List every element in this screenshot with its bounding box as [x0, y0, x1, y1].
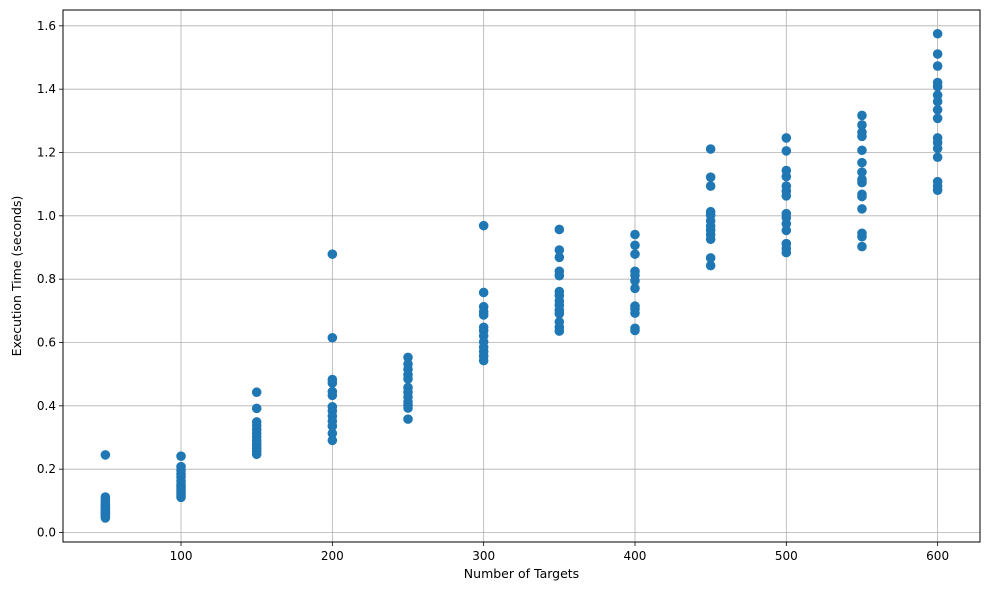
- data-point: [327, 421, 338, 431]
- data-point: [630, 229, 640, 240]
- plot-frame: [62, 9, 981, 543]
- data-point: [630, 283, 640, 294]
- y-tick-label: 1.6: [37, 19, 56, 33]
- data-point: [630, 275, 640, 286]
- data-point: [630, 249, 640, 259]
- data-point: [478, 355, 489, 366]
- y-tick-label: 0.2: [37, 462, 56, 476]
- data-point: [781, 146, 792, 156]
- data-point: [554, 326, 565, 336]
- x-tick-label: 200: [321, 549, 344, 563]
- y-tick-label: 0.0: [37, 526, 56, 540]
- data-point: [327, 249, 338, 259]
- data-point: [176, 492, 186, 503]
- y-tick-label: 1.0: [37, 209, 56, 223]
- data-point: [403, 414, 413, 424]
- x-tick-label: 600: [926, 549, 949, 563]
- data-point: [251, 403, 262, 414]
- axis-ticks: 100 200 300 400 500 600 0.0 0.2 0.4 0.6 0.8 1.0 1.2 1…: [37, 19, 949, 563]
- data-point: [857, 177, 867, 188]
- data-point: [403, 403, 413, 413]
- data-point: [478, 287, 489, 298]
- data-point: [781, 218, 792, 229]
- data-points: [100, 28, 943, 523]
- data-point: [705, 181, 716, 191]
- data-point: [857, 241, 867, 252]
- data-point: [478, 310, 489, 320]
- data-point: [554, 308, 565, 319]
- data-point: [857, 131, 867, 142]
- data-point: [857, 157, 867, 168]
- data-point: [857, 204, 867, 214]
- data-point: [327, 435, 338, 446]
- data-point: [327, 390, 338, 401]
- x-tick-label: 300: [472, 549, 495, 563]
- y-tick-label: 0.8: [37, 272, 56, 286]
- data-point: [705, 253, 716, 263]
- data-point: [705, 172, 716, 182]
- data-point: [781, 171, 792, 182]
- data-point: [327, 428, 338, 439]
- data-point: [176, 451, 186, 461]
- data-point: [705, 260, 716, 271]
- x-tick-label: 100: [170, 549, 193, 563]
- data-point: [857, 167, 867, 177]
- data-point: [932, 28, 943, 39]
- y-tick-label: 1.2: [37, 146, 56, 160]
- data-point: [932, 61, 943, 71]
- data-point: [781, 225, 792, 236]
- y-axis-label: Execution Time (seconds): [9, 196, 24, 357]
- y-tick-label: 0.4: [37, 399, 56, 413]
- data-point: [478, 220, 489, 231]
- data-point: [932, 104, 943, 115]
- data-point: [857, 231, 867, 242]
- data-point: [857, 120, 867, 130]
- data-point: [630, 308, 640, 318]
- data-point: [554, 252, 565, 263]
- data-point: [403, 374, 413, 384]
- data-point: [554, 224, 565, 235]
- data-point: [327, 332, 338, 343]
- x-tick-label: 400: [624, 549, 647, 563]
- data-point: [932, 152, 943, 163]
- data-point: [932, 96, 943, 107]
- data-point: [932, 185, 943, 195]
- x-tick-label: 500: [775, 549, 798, 563]
- data-point: [630, 240, 640, 251]
- y-tick-label: 0.6: [37, 336, 56, 350]
- data-point: [781, 191, 792, 201]
- data-point: [932, 49, 943, 59]
- data-point: [554, 270, 565, 281]
- data-point: [705, 234, 716, 245]
- data-point: [100, 513, 111, 523]
- data-point: [932, 81, 943, 92]
- x-axis-label: Number of Targets: [464, 566, 579, 581]
- data-point: [554, 245, 565, 255]
- data-point: [327, 378, 338, 388]
- data-point: [857, 145, 867, 156]
- y-tick-label: 1.4: [37, 82, 56, 96]
- data-point: [251, 387, 262, 398]
- data-point: [857, 191, 867, 202]
- data-point: [932, 143, 943, 154]
- data-point: [705, 144, 716, 154]
- data-point: [781, 247, 792, 258]
- data-point: [251, 449, 262, 460]
- data-point: [932, 113, 943, 124]
- data-point: [403, 352, 413, 363]
- data-point: [100, 450, 111, 460]
- data-point: [630, 325, 640, 336]
- data-point: [781, 133, 792, 143]
- data-point: [857, 110, 867, 121]
